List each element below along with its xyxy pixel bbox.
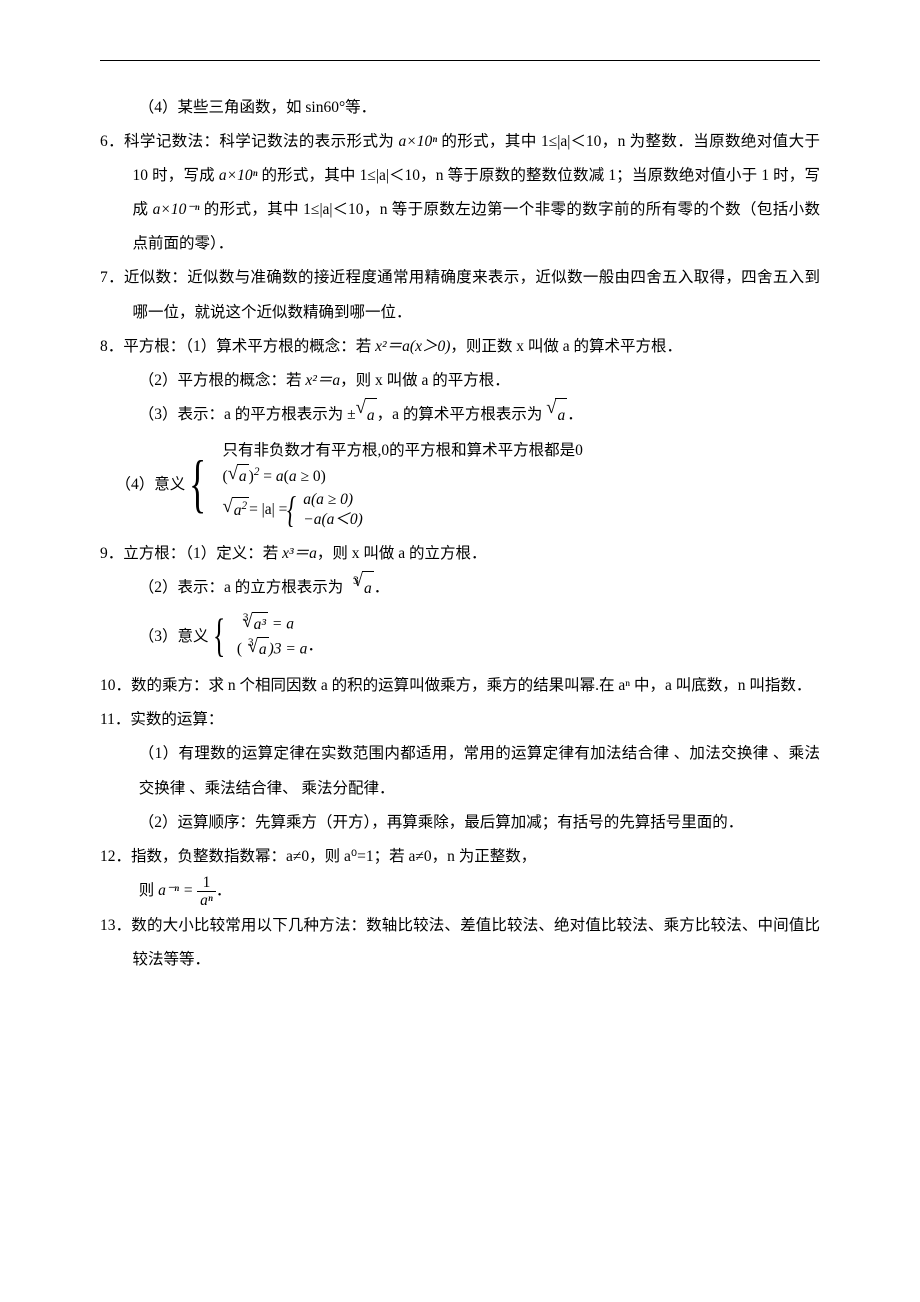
pm: ± bbox=[347, 406, 356, 423]
item-9-2: （2）表示：a 的立方根表示为 3√a． bbox=[100, 571, 820, 606]
case-row1: 只有非负数才有平方根,0的平方根和算术平方根都是0 bbox=[223, 442, 583, 459]
item-11-h: 11．实数的运算： bbox=[100, 703, 820, 737]
math-x2: x²＝a(x＞0) bbox=[375, 338, 450, 355]
case-row2: (√a)2 = a(a ≥ 0) bbox=[223, 464, 583, 490]
item-13: 13．数的大小比较常用以下几种方法：数轴比较法、差值比较法、绝对值比较法、乘方比… bbox=[100, 909, 820, 977]
text: ，则 x 叫做 a 的平方根． bbox=[340, 372, 510, 389]
item-11-2: （2）运算顺序：先算乘方（开方），再算乘除，最后算加减；有括号的先算括号里面的． bbox=[100, 806, 820, 840]
case-row3: √a2 = |a| = { a(a ≥ 0) −a(a＜0) bbox=[223, 490, 583, 530]
text: （2）平方根的概念：若 bbox=[139, 372, 306, 389]
text: 6．科学记数法：科学记数法的表示形式为 bbox=[100, 133, 399, 150]
label-8-4: （4）意义 bbox=[116, 468, 186, 502]
item-11-1: （1）有理数的运算定律在实数范围内都适用，常用的运算定律有加法结合律 、加法交换… bbox=[100, 737, 820, 805]
sqrt-a-1: √a bbox=[356, 398, 377, 433]
text: 的形式，其中 1≤|a|＜10，n 等于原数左边第一个非零的数字前的所有零的个数… bbox=[133, 201, 820, 252]
cases-9-3: 3√a³ = a (3√a)3 = a bbox=[237, 612, 308, 664]
cbrt-a: 3√a bbox=[347, 571, 374, 606]
frac-den: aⁿ bbox=[197, 892, 216, 909]
then: 则 bbox=[139, 882, 158, 899]
math-x3a: x³＝a bbox=[282, 545, 317, 562]
cbrt-rad2: a bbox=[257, 637, 269, 663]
item-12-1: 12．指数，负整数指数幂：a≠0，则 a⁰=1；若 a≠0，n 为正整数， bbox=[100, 840, 820, 874]
cases-8-4: 只有非负数才有平方根,0的平方根和算术平方根都是0 (√a)2 = a(a ≥ … bbox=[223, 439, 583, 531]
item-9-3: （3）意义 { 3√a³ = a (3√a)3 = a ． bbox=[139, 612, 820, 664]
brace-icon-sm: { bbox=[287, 492, 296, 529]
item-5-4: （4）某些三角函数，如 sin60°等． bbox=[100, 91, 820, 125]
math-x2a: x²＝a bbox=[305, 372, 340, 389]
math-a10n-2: a×10ⁿ bbox=[219, 167, 258, 184]
text: 9．立方根：（1）定义：若 bbox=[100, 545, 282, 562]
a3: a³ bbox=[254, 616, 266, 633]
item-8-2: （2）平方根的概念：若 x²＝a，则 x 叫做 a 的平方根． bbox=[100, 364, 820, 398]
c93-r2: (3√a)3 = a bbox=[237, 637, 308, 663]
item-6: 6．科学记数法：科学记数法的表示形式为 a×10ⁿ 的形式，其中 1≤|a|＜1… bbox=[100, 125, 820, 261]
fraction: 1aⁿ bbox=[197, 874, 216, 909]
text: ． bbox=[567, 406, 583, 423]
item-8-1: 8．平方根：（1）算术平方根的概念：若 x²＝a(x＞0)，则正数 x 叫做 a… bbox=[100, 330, 820, 364]
sub-c1: a(a ≥ 0) bbox=[303, 490, 363, 510]
eq-a-2: )3 = a bbox=[269, 641, 308, 658]
c93-r1: 3√a³ = a bbox=[237, 612, 308, 638]
sub-c2: −a(a＜0) bbox=[303, 510, 363, 530]
sqrt-rad3: a bbox=[237, 464, 249, 490]
mid: = |a| = bbox=[249, 498, 287, 523]
period-9-3: ． bbox=[307, 629, 323, 663]
a-neg-n: a⁻ⁿ = bbox=[158, 882, 197, 899]
sqrt-rad2: a bbox=[555, 398, 567, 433]
text: ，则 x 叫做 a 的立方根． bbox=[317, 545, 487, 562]
frac-num: 1 bbox=[197, 874, 216, 892]
label-9-3: （3）意义 bbox=[139, 620, 209, 654]
math-a10n: a×10ⁿ bbox=[399, 133, 438, 150]
text: ． bbox=[374, 579, 390, 596]
eq-a-1: = a bbox=[268, 615, 294, 632]
text: （3）表示：a 的平方根表示为 bbox=[139, 406, 347, 423]
item-10: 10．数的乘方：求 n 个相同因数 a 的积的运算叫做乘方，乘方的结果叫幂.在 … bbox=[100, 669, 820, 703]
item-9-1: 9．立方根：（1）定义：若 x³＝a，则 x 叫做 a 的立方根． bbox=[100, 537, 820, 571]
cbrt-rad: a bbox=[362, 571, 374, 606]
period: ． bbox=[216, 882, 232, 899]
document-page: （4）某些三角函数，如 sin60°等． 6．科学记数法：科学记数法的表示形式为… bbox=[0, 0, 920, 1302]
text: ，则正数 x 叫做 a 的算术平方根． bbox=[450, 338, 682, 355]
item-12-2: 则 a⁻ⁿ = 1aⁿ． bbox=[100, 874, 820, 909]
text: ，a 的算术平方根表示为 bbox=[377, 406, 547, 423]
text: （2）表示：a 的立方根表示为 bbox=[139, 579, 347, 596]
item-7: 7．近似数：近似数与准确数的接近程度通常用精确度来表示，近似数一般由四舍五入取得… bbox=[100, 261, 820, 329]
math-a10neg: a×10⁻ⁿ bbox=[153, 201, 200, 218]
brace-icon-2: { bbox=[213, 614, 225, 661]
item-8-3: （3）表示：a 的平方根表示为 ±√a，a 的算术平方根表示为 √a． bbox=[100, 398, 820, 433]
sqrt-rad: a bbox=[365, 398, 377, 433]
brace-icon: { bbox=[189, 452, 206, 517]
sqrt-a-2: √a bbox=[546, 398, 567, 433]
exp2b: 2 bbox=[241, 500, 247, 512]
item-8-4: （4）意义 { 只有非负数才有平方根,0的平方根和算术平方根都是0 (√a)2 … bbox=[116, 439, 821, 531]
text: 8．平方根：（1）算术平方根的概念：若 bbox=[100, 338, 375, 355]
top-rule bbox=[100, 60, 820, 61]
